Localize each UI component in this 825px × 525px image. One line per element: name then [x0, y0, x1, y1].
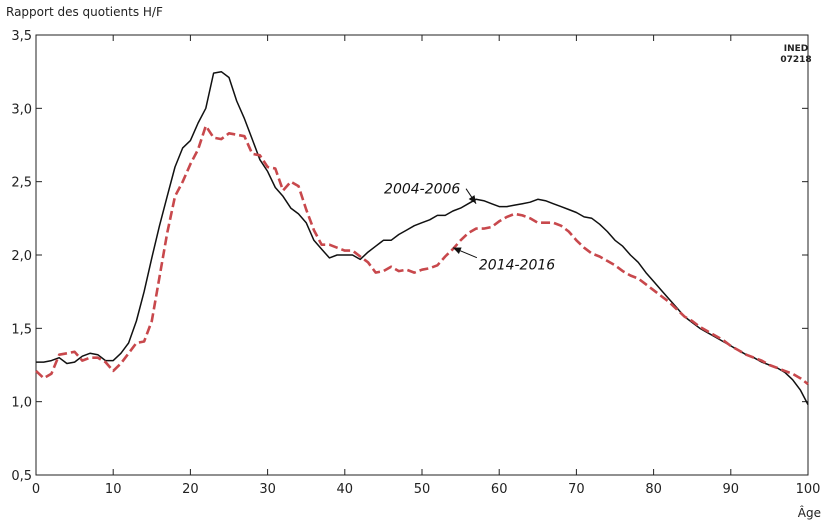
x-tick-label: 70: [568, 482, 585, 497]
series-line-2004-2006: [36, 70, 809, 405]
y-tick-label: 3,5: [11, 29, 32, 44]
x-tick-label: 60: [491, 482, 508, 497]
x-tick-label: 40: [337, 482, 354, 497]
source-tag-line1: INED: [784, 44, 809, 54]
annotation-arrowhead: [452, 247, 462, 254]
annotation-arrowhead: [468, 195, 477, 204]
x-tick-label: 100: [796, 482, 821, 497]
y-tick-label: 0,5: [11, 469, 32, 484]
source-tag-line2: 07218: [780, 55, 811, 65]
x-tick-label: 10: [105, 482, 122, 497]
x-tick-label: 0: [32, 482, 40, 497]
x-axis-title: Âge: [798, 505, 821, 520]
annotation-label: 2004-2006: [384, 182, 460, 198]
x-tick-label: 90: [723, 482, 740, 497]
x-tick-label: 80: [645, 482, 662, 497]
y-axis-title: Rapport des quotients H/F: [6, 5, 163, 19]
x-tick-label: 50: [414, 482, 431, 497]
x-tick-label: 20: [182, 482, 199, 497]
y-tick-label: 2,5: [11, 176, 32, 191]
annotation-label: 2014-2016: [479, 258, 555, 274]
x-tick-label: 30: [259, 482, 276, 497]
y-tick-label: 3,0: [11, 102, 32, 117]
y-tick-label: 2,0: [11, 249, 32, 264]
y-tick-label: 1,0: [11, 396, 32, 411]
series-line-2014-2016: [35, 124, 809, 386]
y-tick-label: 1,5: [11, 322, 32, 337]
